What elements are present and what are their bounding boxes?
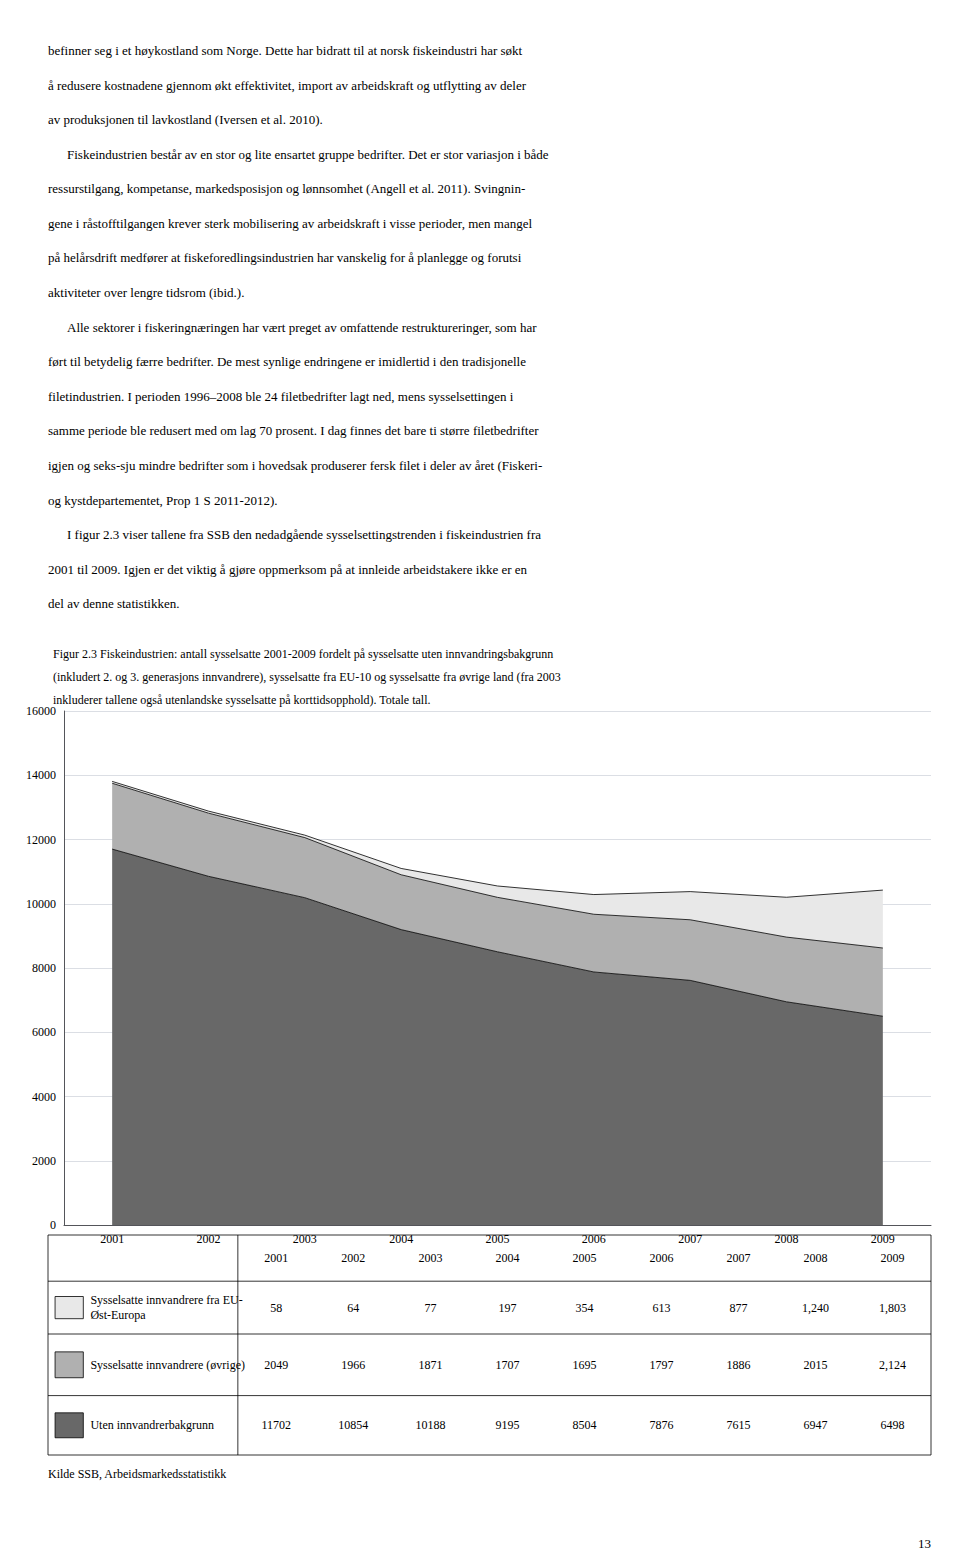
svg-text:58: 58 xyxy=(270,1301,282,1315)
svg-text:(inkludert 2. og 3. generasjon: (inkludert 2. og 3. generasjons innvandr… xyxy=(53,670,561,684)
svg-text:2007: 2007 xyxy=(726,1251,750,1265)
svg-text:6000: 6000 xyxy=(32,1025,56,1039)
svg-text:877: 877 xyxy=(729,1301,747,1315)
svg-text:2005: 2005 xyxy=(572,1251,596,1265)
svg-text:10188: 10188 xyxy=(415,1418,445,1432)
svg-text:Alle sektorer i fiskeringnærin: Alle sektorer i fiskeringnæringen har væ… xyxy=(67,320,537,335)
svg-text:2,124: 2,124 xyxy=(879,1358,906,1372)
svg-text:Fiskeindustrien består av en s: Fiskeindustrien består av en stor og lit… xyxy=(67,147,549,162)
svg-text:16000: 16000 xyxy=(26,704,56,718)
svg-text:2003: 2003 xyxy=(293,1232,317,1246)
svg-text:7615: 7615 xyxy=(726,1418,750,1432)
svg-text:igjen og seks-sju mindre bedri: igjen og seks-sju mindre bedrifter som i… xyxy=(48,458,542,473)
svg-text:2049: 2049 xyxy=(264,1358,288,1372)
svg-text:1886: 1886 xyxy=(726,1358,750,1372)
svg-text:2009: 2009 xyxy=(880,1251,904,1265)
svg-text:1871: 1871 xyxy=(418,1358,442,1372)
svg-text:6947: 6947 xyxy=(803,1418,827,1432)
svg-text:2005: 2005 xyxy=(486,1232,510,1246)
svg-text:2015: 2015 xyxy=(803,1358,827,1372)
svg-text:2004: 2004 xyxy=(389,1232,413,1246)
svg-text:10854: 10854 xyxy=(338,1418,368,1432)
svg-text:av produksjonen til lavkostlan: av produksjonen til lavkostland (Iversen… xyxy=(48,112,323,127)
svg-text:Uten innvandrerbakgrunn: Uten innvandrerbakgrunn xyxy=(90,1418,214,1432)
svg-text:befinner seg i et høykostland: befinner seg i et høykostland som Norge.… xyxy=(48,43,523,58)
svg-text:9195: 9195 xyxy=(495,1418,519,1432)
svg-text:13: 13 xyxy=(918,1536,931,1551)
svg-text:Øst-Europa: Øst-Europa xyxy=(90,1308,146,1322)
svg-text:gene i råstofftilgangen krever: gene i råstofftilgangen krever sterk mob… xyxy=(48,216,532,231)
svg-text:2000: 2000 xyxy=(32,1154,56,1168)
svg-text:4000: 4000 xyxy=(32,1090,56,1104)
svg-text:Kilde SSB, Arbeidsmarkedsstati: Kilde SSB, Arbeidsmarkedsstatistikk xyxy=(48,1467,226,1481)
svg-text:del av denne statistikken.: del av denne statistikken. xyxy=(48,596,179,611)
svg-text:2002: 2002 xyxy=(341,1251,365,1265)
svg-text:2001: 2001 xyxy=(100,1232,124,1246)
svg-text:10000: 10000 xyxy=(26,897,56,911)
svg-text:6498: 6498 xyxy=(880,1418,904,1432)
svg-text:11702: 11702 xyxy=(262,1418,292,1432)
svg-text:2007: 2007 xyxy=(678,1232,702,1246)
svg-text:aktiviteter over lengre tidsro: aktiviteter over lengre tidsrom (ibid.). xyxy=(48,285,244,300)
svg-text:1,240: 1,240 xyxy=(802,1301,829,1315)
svg-text:0: 0 xyxy=(50,1218,56,1232)
svg-text:354: 354 xyxy=(575,1301,593,1315)
svg-text:77: 77 xyxy=(424,1301,436,1315)
svg-text:2009: 2009 xyxy=(871,1232,895,1246)
svg-text:64: 64 xyxy=(347,1301,359,1315)
svg-text:197: 197 xyxy=(498,1301,516,1315)
svg-text:og kystdepartementet, Prop 1 S: og kystdepartementet, Prop 1 S 2011-2012… xyxy=(48,493,278,508)
svg-text:Sysselsatte innvandrere fra EU: Sysselsatte innvandrere fra EU- xyxy=(90,1293,242,1307)
svg-text:på helårsdrift medfører at fis: på helårsdrift medfører at fiskeforedlin… xyxy=(48,250,522,265)
svg-text:2001 til 2009. Igjen er det vi: 2001 til 2009. Igjen er det viktig å gjø… xyxy=(48,562,528,577)
svg-text:14000: 14000 xyxy=(26,768,56,782)
svg-text:2002: 2002 xyxy=(197,1232,221,1246)
svg-text:2006: 2006 xyxy=(649,1251,673,1265)
svg-text:Sysselsatte innvandrere (øvrig: Sysselsatte innvandrere (øvrige) xyxy=(90,1358,245,1372)
svg-text:filetindustrien. I perioden 19: filetindustrien. I perioden 1996–2008 bl… xyxy=(48,389,514,404)
svg-text:1797: 1797 xyxy=(649,1358,673,1372)
svg-text:613: 613 xyxy=(652,1301,670,1315)
svg-text:1966: 1966 xyxy=(341,1358,365,1372)
svg-text:12000: 12000 xyxy=(26,833,56,847)
svg-text:2001: 2001 xyxy=(264,1251,288,1265)
svg-text:1695: 1695 xyxy=(572,1358,596,1372)
svg-text:2004: 2004 xyxy=(495,1251,519,1265)
svg-text:2006: 2006 xyxy=(582,1232,606,1246)
svg-text:Figur 2.3 Fiskeindustrien: ant: Figur 2.3 Fiskeindustrien: antall syssel… xyxy=(53,647,553,661)
svg-text:2008: 2008 xyxy=(803,1251,827,1265)
svg-text:8504: 8504 xyxy=(572,1418,596,1432)
svg-text:inkluderer tallene også utenla: inkluderer tallene også utenlandske syss… xyxy=(53,693,431,707)
svg-text:2003: 2003 xyxy=(418,1251,442,1265)
svg-text:ført til betydelig færre bedri: ført til betydelig færre bedrifter. De m… xyxy=(48,354,526,369)
svg-text:I figur 2.3 viser tallene fra: I figur 2.3 viser tallene fra SSB den ne… xyxy=(67,527,541,542)
svg-text:1,803: 1,803 xyxy=(879,1301,906,1315)
svg-text:2008: 2008 xyxy=(775,1232,799,1246)
svg-text:1707: 1707 xyxy=(495,1358,519,1372)
svg-text:samme periode ble redusert med: samme periode ble redusert med om lag 70… xyxy=(48,423,539,438)
svg-text:8000: 8000 xyxy=(32,961,56,975)
svg-text:å redusere kostnadene gjennom: å redusere kostnadene gjennom økt effekt… xyxy=(48,78,527,93)
svg-text:7876: 7876 xyxy=(649,1418,673,1432)
svg-text:ressurstilgang, kompetanse, ma: ressurstilgang, kompetanse, markedsposis… xyxy=(48,181,525,196)
